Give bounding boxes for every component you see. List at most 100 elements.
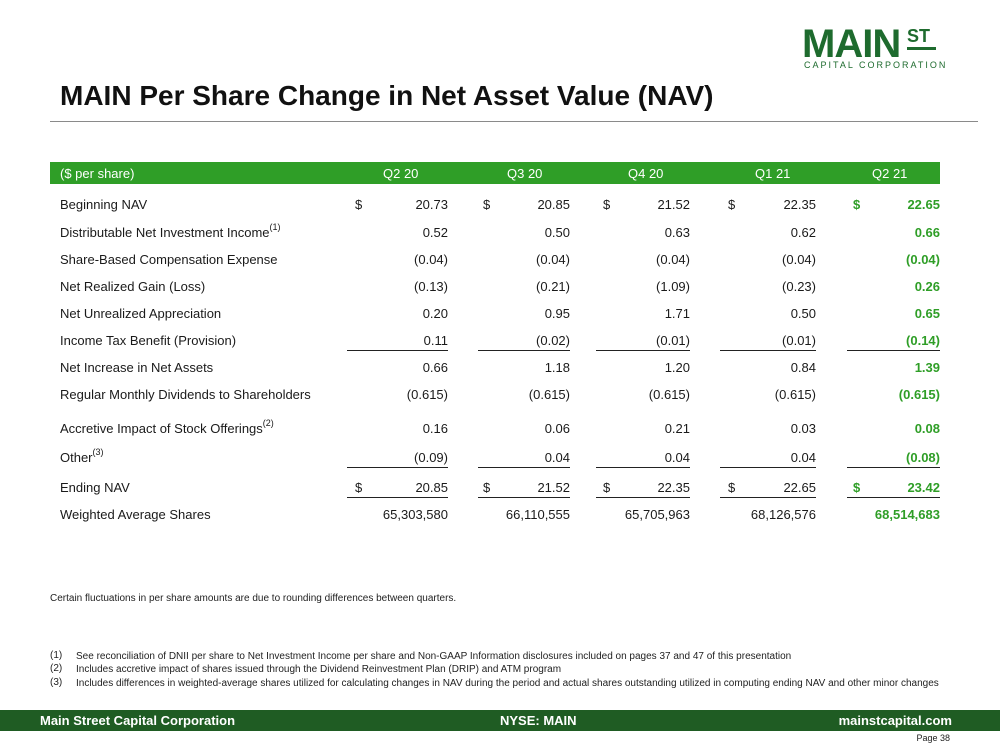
cell-q2-21: 0.66 [914,225,940,240]
cell-q3-20: 1.18 [544,360,570,375]
table-row: Accretive Impact of Stock Offerings(2) 0.… [50,418,940,439]
logo-st-underline [907,47,936,50]
cell-q2-21: (0.08) [906,450,940,465]
subtotal-rule [847,497,940,498]
page-number: Page 38 [916,733,950,743]
row-label-text: Net Realized Gain (Loss) [60,279,206,294]
row-label-text: Beginning NAV [60,197,148,212]
row-label: Beginning NAV [60,197,147,212]
cell-q4-20: (1.09) [656,279,690,294]
cell-q2-20: 0.66 [422,360,448,375]
cell-q2-20: 0.20 [422,306,448,321]
row-label: Weighted Average Shares [60,507,211,522]
row-label-text: Distributable Net Investment Income [60,225,270,240]
subtotal-rule [720,350,816,351]
table-row: Other(3) (0.09) 0.04 0.04 0.04 (0.08) [50,447,940,468]
subtotal-rule [596,497,690,498]
subtotal-rule [720,467,816,468]
cell-q3-20: (0.04) [536,252,570,267]
cell-q2-21: 68,514,683 [874,507,940,522]
footer-company: Main Street Capital Corporation [40,713,236,728]
cell-q2-21: (0.14) [906,333,940,348]
logo-st: ST [907,26,931,46]
row-label: Income Tax Benefit (Provision) [60,333,236,348]
cell-q3-20: 0.06 [544,421,570,436]
subtotal-rule [478,497,570,498]
row-label-text: Weighted Average Shares [60,507,211,522]
footer-website: mainstcapital.com [838,713,952,728]
row-label-text: Accretive Impact of Stock Offerings [60,421,263,436]
main-street-logo: MAIN ST CAPITAL CORPORATION [802,24,945,72]
cell-q4-20: 0.04 [664,450,690,465]
cell-q1-21: 22.35 [783,197,816,212]
footer-bar: Main Street Capital Corporation NYSE: MA… [0,710,1000,731]
currency-symbol: $ [483,197,491,212]
cell-q2-21: 0.08 [914,421,940,436]
table-row: Net Realized Gain (Loss) (0.13) (0.21) (1.0… [50,277,940,297]
cell-q2-21: 0.65 [914,306,940,321]
cell-q2-20: (0.04) [414,252,448,267]
currency-symbol: $ [355,480,363,495]
currency-symbol: $ [853,197,861,212]
cell-q2-20: (0.615) [406,387,448,402]
cell-q1-21: (0.04) [782,252,816,267]
cell-q3-20: 0.04 [544,450,570,465]
cell-q1-21: (0.615) [774,387,816,402]
footnote-text: See reconciliation of DNII per share to … [76,651,792,662]
cell-q2-20: (0.09) [414,450,448,465]
currency-symbol: $ [853,480,861,495]
table-row: Ending NAV $20.85 $21.52 $22.35 $22.65 $23.42 [50,478,940,498]
cell-q4-20: (0.04) [656,252,690,267]
footer-ticker: NYSE: MAIN [500,713,577,728]
footnote-text: Includes accretive impact of shares issu… [76,664,562,675]
footnote-number: (1) [50,650,63,661]
table-row: Beginning NAV $20.73 $20.85 $21.52 $22.35 $22… [50,195,940,215]
title-divider [50,121,978,122]
cell-q3-20: 0.50 [544,225,570,240]
footnote-number: (3) [50,677,63,688]
column-header-q1-21: Q1 21 [755,166,791,181]
cell-q2-20: 0.16 [422,421,448,436]
row-label-text: Income Tax Benefit (Provision) [60,333,237,348]
cell-q1-21: (0.23) [782,279,816,294]
cell-q4-20: (0.01) [656,333,690,348]
cell-q2-20: 0.11 [423,333,448,348]
row-label: Accretive Impact of Stock Offerings(2) [60,418,274,436]
row-label: Distributable Net Investment Income(1) [60,222,281,240]
row-label-text: Ending NAV [60,480,130,495]
row-label: Net Unrealized Appreciation [60,306,221,321]
subtotal-rule [347,350,448,351]
column-header-q2-20: Q2 20 [383,166,419,181]
logo-subtitle: CAPITAL CORPORATION [804,60,948,70]
currency-symbol: $ [728,197,736,212]
column-header-q3-20: Q3 20 [507,166,543,181]
cell-q2-21: (0.04) [906,252,940,267]
cell-q1-21: (0.01) [782,333,816,348]
cell-q2-20: 0.52 [422,225,448,240]
cell-q4-20: 1.20 [664,360,690,375]
footnote-marker: (1) [269,222,281,232]
cell-q1-21: 68,126,576 [750,507,816,522]
table-row: Net Unrealized Appreciation 0.20 0.95 1.71 0… [50,304,940,324]
subtotal-rule [347,467,448,468]
cell-q3-20: 66,110,555 [505,507,570,522]
column-header-q4-20: Q4 20 [628,166,664,181]
currency-symbol: $ [603,480,611,495]
cell-q1-21: 22.65 [783,480,816,495]
table-row: Weighted Average Shares 65,303,580 66,110,… [50,505,940,525]
cell-q2-21: (0.615) [898,387,940,402]
cell-q1-21: 0.03 [790,421,816,436]
footnote-number: (2) [50,663,63,674]
subtotal-rule [847,467,940,468]
subtotal-rule [847,350,940,351]
row-label-text: Other [60,450,93,465]
page-title: MAIN Per Share Change in Net Asset Value… [60,80,714,111]
table-row: Distributable Net Investment Income(1) 0.… [50,222,940,243]
subtotal-rule [478,350,570,351]
unit-label: ($ per share) [60,166,135,181]
cell-q3-20: (0.21) [536,279,570,294]
cell-q2-21: 0.26 [914,279,940,294]
cell-q3-20: 20.85 [537,197,570,212]
footnote-marker: (2) [262,418,274,428]
cell-q4-20: 22.35 [657,480,690,495]
